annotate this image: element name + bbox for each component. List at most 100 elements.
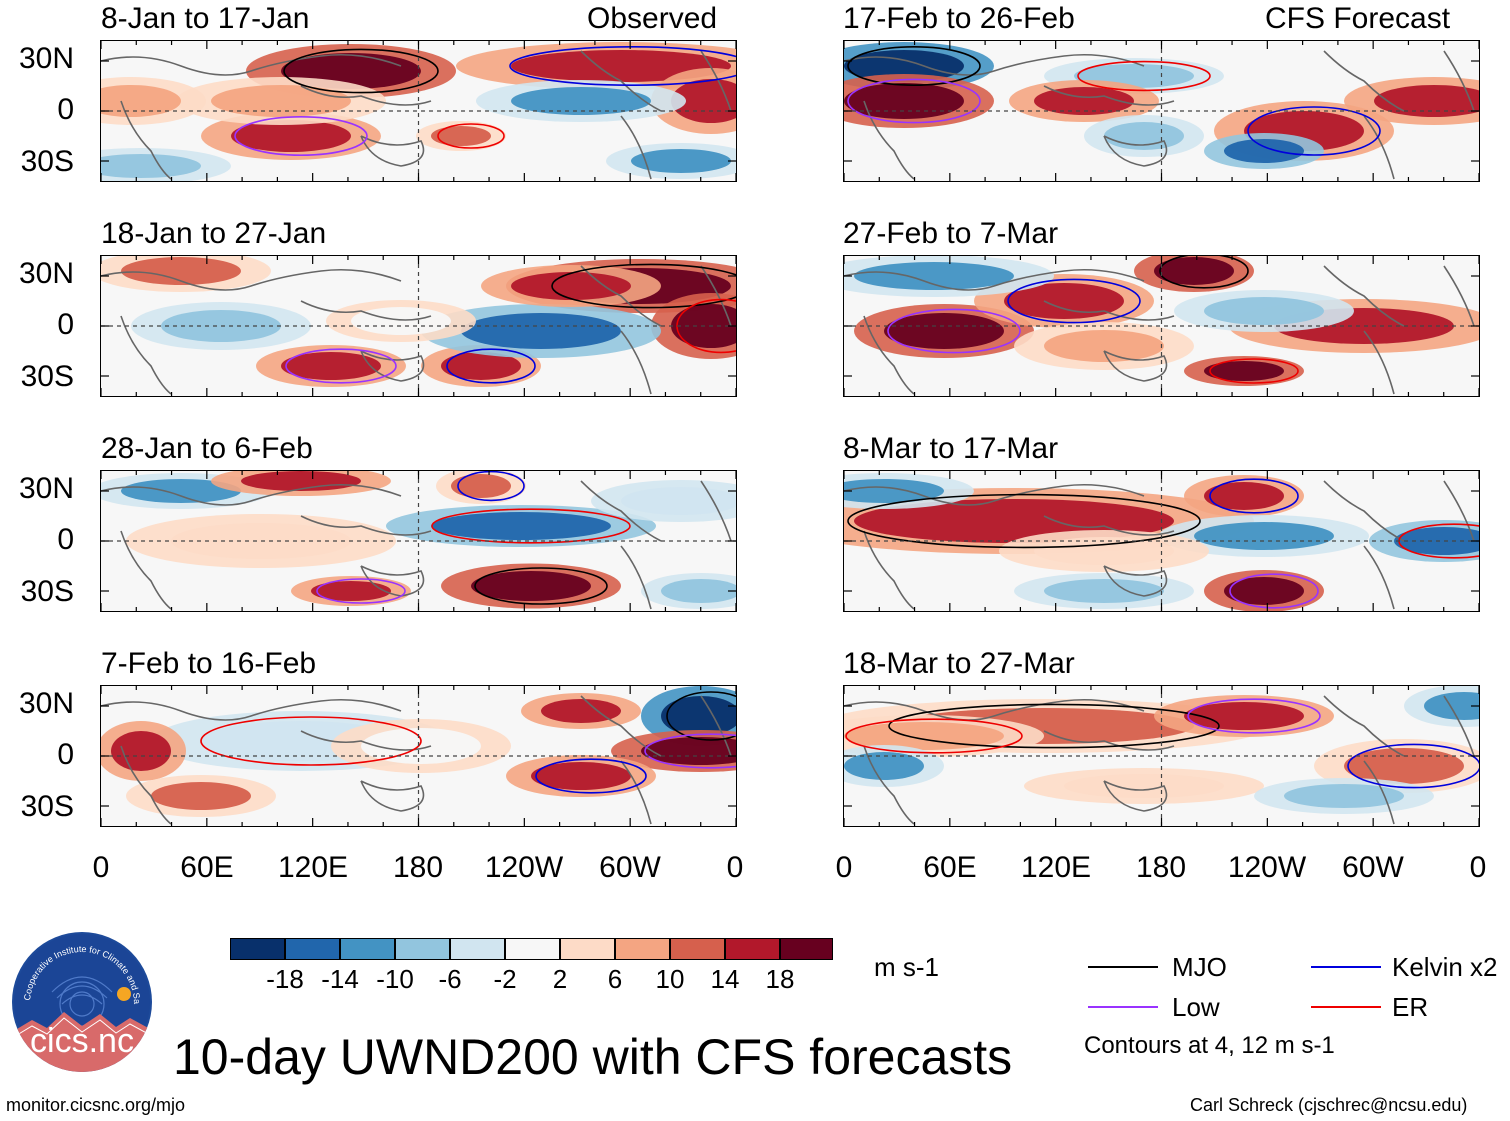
contour-line bbox=[285, 348, 397, 384]
anomaly-core bbox=[101, 85, 181, 117]
x-tick-label: 180 bbox=[1135, 851, 1187, 884]
coastline bbox=[1103, 780, 1168, 812]
colorbar-swatch bbox=[670, 938, 725, 960]
colorbar-label: -6 bbox=[438, 964, 462, 994]
y-tick-label: 30S bbox=[20, 360, 74, 393]
panel-title: 17-Feb to 26-Feb bbox=[843, 2, 1075, 35]
coastline bbox=[1323, 480, 1405, 542]
panel-title: 28-Jan to 6-Feb bbox=[101, 432, 313, 465]
coastline bbox=[1103, 135, 1168, 167]
coastline bbox=[1323, 695, 1405, 757]
source-url[interactable]: monitor.cicsnc.org/mjo bbox=[6, 1095, 186, 1115]
coastline bbox=[1443, 50, 1475, 112]
anomaly-field bbox=[844, 686, 1479, 826]
x-tick-label: 120W bbox=[484, 851, 564, 884]
coastline bbox=[580, 265, 662, 327]
x-tick-label: 120E bbox=[1020, 851, 1092, 884]
map-panel bbox=[100, 255, 737, 397]
x-tick-label: 60E bbox=[923, 851, 977, 884]
colorbar-label: 18 bbox=[765, 964, 795, 994]
anomaly-core bbox=[621, 487, 736, 515]
coastline bbox=[1443, 265, 1475, 327]
x-tick-label: 60E bbox=[180, 851, 234, 884]
x-tick-label: 0 bbox=[1469, 851, 1487, 884]
coastline bbox=[844, 484, 1145, 506]
contour-line bbox=[234, 116, 368, 157]
anomaly-core bbox=[511, 272, 631, 300]
contour-line bbox=[446, 348, 536, 384]
anomaly-core bbox=[361, 728, 481, 764]
coastline bbox=[1323, 50, 1405, 112]
contour-line bbox=[283, 48, 439, 94]
contour-line bbox=[887, 308, 1021, 354]
coastline bbox=[1323, 265, 1405, 327]
anomaly-core bbox=[1044, 579, 1164, 603]
contour-line bbox=[535, 758, 647, 794]
anomaly-core bbox=[511, 50, 731, 82]
anomaly-core bbox=[844, 479, 944, 503]
anomaly-core bbox=[451, 474, 511, 498]
panel-title: 7-Feb to 16-Feb bbox=[101, 647, 317, 680]
anomaly-core bbox=[351, 307, 451, 335]
coastline bbox=[1443, 695, 1475, 757]
anomaly-core bbox=[531, 762, 631, 790]
contour-line bbox=[847, 493, 1201, 549]
coastline bbox=[700, 50, 732, 112]
legend-label: ER bbox=[1392, 992, 1429, 1022]
colorbar-label: 2 bbox=[552, 964, 568, 994]
anomaly-core bbox=[1204, 361, 1284, 381]
anomaly-core bbox=[1284, 784, 1404, 808]
anomaly-core bbox=[1004, 283, 1124, 319]
colorbar-label: -10 bbox=[376, 964, 414, 994]
anomaly-core bbox=[101, 154, 201, 178]
coastline bbox=[120, 530, 172, 610]
colorbar-swatch bbox=[340, 938, 395, 960]
coastline bbox=[580, 50, 662, 112]
anomaly-core bbox=[431, 126, 491, 146]
x-tick-label: 0 bbox=[835, 851, 853, 884]
legend-line-kelvin bbox=[1311, 966, 1381, 968]
coastline bbox=[300, 300, 432, 321]
legend-label: MJO bbox=[1172, 952, 1227, 982]
colorbar-swatch bbox=[725, 938, 780, 960]
coastline bbox=[360, 565, 425, 597]
contour-line bbox=[1209, 478, 1299, 514]
y-tick-label: 0 bbox=[57, 738, 74, 771]
anomaly-field bbox=[844, 41, 1479, 181]
legend-label: Kelvin x2 bbox=[1392, 952, 1498, 982]
anomaly-core bbox=[844, 722, 1004, 750]
anomaly-core bbox=[111, 731, 171, 771]
coastline bbox=[863, 745, 915, 825]
coastline bbox=[700, 265, 732, 327]
colorbar-label: -18 bbox=[266, 964, 304, 994]
coastline bbox=[120, 745, 172, 825]
anomaly-core bbox=[631, 149, 731, 173]
anomaly-field bbox=[101, 41, 736, 181]
coastline bbox=[1363, 115, 1395, 180]
legend-line-er bbox=[1311, 1006, 1381, 1008]
anomaly-field bbox=[844, 471, 1479, 611]
coastline bbox=[1363, 330, 1395, 395]
contour-line bbox=[457, 471, 525, 502]
x-tick-label: 0 bbox=[726, 851, 744, 884]
coastline bbox=[1043, 515, 1175, 536]
coastline bbox=[300, 515, 432, 536]
coastline bbox=[620, 115, 652, 180]
anomaly-core bbox=[1034, 87, 1134, 115]
anomaly-core bbox=[541, 699, 621, 723]
coastline bbox=[844, 699, 1145, 721]
coastline bbox=[360, 135, 425, 167]
colorbar-label: 6 bbox=[607, 964, 623, 994]
anomaly-core bbox=[641, 737, 736, 765]
colorbar-swatch bbox=[450, 938, 505, 960]
contour-line bbox=[1247, 106, 1381, 156]
anomaly-core bbox=[1104, 122, 1184, 150]
anomaly-core bbox=[1204, 482, 1284, 510]
colorbar-swatch bbox=[285, 938, 340, 960]
anomaly-core bbox=[121, 479, 241, 503]
y-tick-label: 30S bbox=[20, 575, 74, 608]
contour-line bbox=[1347, 743, 1479, 789]
coastline bbox=[360, 780, 425, 812]
colorbar-swatch bbox=[505, 938, 560, 960]
contour-line bbox=[437, 123, 505, 149]
